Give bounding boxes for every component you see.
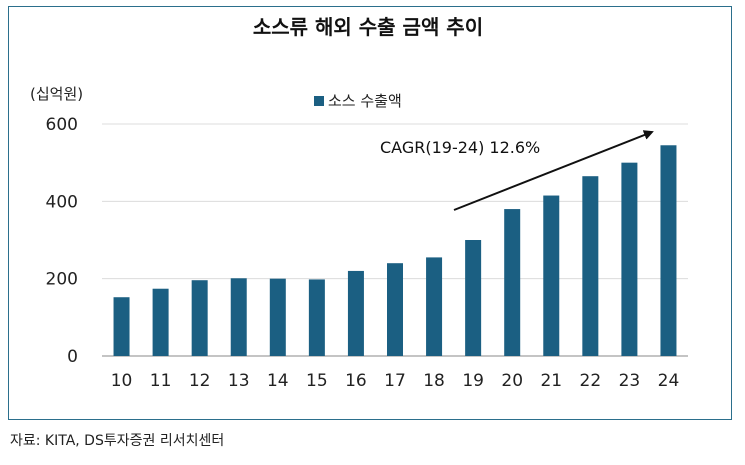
bar [152, 288, 169, 356]
x-tick-label: 14 [267, 371, 289, 391]
x-tick-label: 16 [345, 371, 367, 391]
bar [269, 278, 286, 356]
x-tick-label: 10 [111, 371, 133, 391]
x-tick-label: 11 [150, 371, 172, 391]
x-tick-label: 21 [540, 371, 562, 391]
bar [504, 209, 521, 356]
x-tick-label: 24 [658, 371, 680, 391]
y-tick-label: 200 [46, 270, 78, 290]
x-tick-label: 23 [619, 371, 641, 391]
x-tick-label: 20 [501, 371, 523, 391]
x-tick-label: 12 [189, 371, 211, 391]
y-tick-label: 0 [67, 347, 78, 367]
legend-swatch [314, 96, 324, 106]
bar [387, 263, 403, 356]
y-tick-label: 400 [46, 192, 78, 212]
x-tick-label: 18 [423, 371, 445, 391]
bar [230, 278, 247, 356]
x-tick-label: 17 [384, 371, 406, 391]
y-tick-label: 600 [46, 115, 78, 135]
bar [347, 270, 364, 356]
bar [660, 145, 677, 356]
x-tick-label: 13 [228, 371, 250, 391]
legend: 소스 수출액 [314, 92, 402, 110]
legend-label: 소스 수출액 [328, 92, 402, 110]
x-tick-label: 22 [580, 371, 602, 391]
bar [621, 162, 638, 356]
source-note: 자료: KITA, DS투자증권 리서치센터 [10, 433, 225, 449]
bars [113, 145, 677, 356]
bar [191, 280, 208, 356]
bar [582, 176, 599, 356]
y-axis-ticks: 0 200 400 600 [46, 115, 78, 367]
x-tick-label: 15 [306, 371, 328, 391]
trend-arrow [453, 130, 654, 211]
bar [465, 240, 482, 356]
bar [113, 297, 130, 356]
bar [543, 195, 560, 356]
x-tick-label: 19 [462, 371, 484, 391]
bar [308, 279, 325, 356]
x-axis-ticks: 10 11 12 13 14 15 16 17 18 19 20 21 22 23 24 [111, 371, 680, 391]
y-axis-unit-label: (십억원) [30, 85, 83, 103]
chart-title: 소스류 해외 수출 금액 추이 [253, 15, 483, 39]
bar [426, 257, 443, 356]
cagr-annotation: CAGR(19-24) 12.6% [380, 138, 540, 157]
